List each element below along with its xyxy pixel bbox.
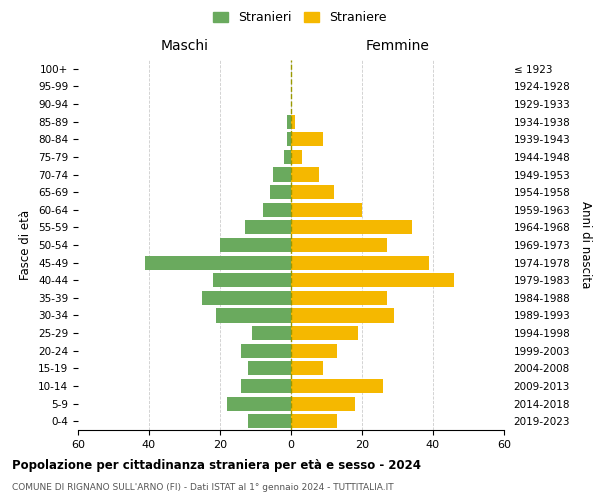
Bar [291,308,394,322]
Text: Maschi: Maschi [161,39,209,53]
Bar [291,326,358,340]
Bar [202,291,291,305]
Bar [284,150,291,164]
Bar [291,114,295,128]
Bar [227,396,291,410]
Bar [287,132,291,146]
Bar [291,344,337,358]
Bar [245,220,291,234]
Bar [291,168,319,181]
Bar [291,238,387,252]
Bar [273,168,291,181]
Bar [291,185,334,199]
Text: Popolazione per cittadinanza straniera per età e sesso - 2024: Popolazione per cittadinanza straniera p… [12,460,421,472]
Bar [213,273,291,287]
Bar [217,308,291,322]
Bar [291,396,355,410]
Bar [248,362,291,376]
Legend: Stranieri, Straniere: Stranieri, Straniere [208,6,392,29]
Y-axis label: Anni di nascita: Anni di nascita [579,202,592,288]
Bar [220,238,291,252]
Bar [291,150,302,164]
Bar [270,185,291,199]
Bar [291,414,337,428]
Bar [291,379,383,393]
Bar [287,114,291,128]
Bar [241,379,291,393]
Y-axis label: Fasce di età: Fasce di età [19,210,32,280]
Bar [252,326,291,340]
Bar [241,344,291,358]
Bar [291,132,323,146]
Bar [248,414,291,428]
Bar [145,256,291,270]
Text: Femmine: Femmine [365,39,430,53]
Bar [263,202,291,217]
Bar [291,202,362,217]
Bar [291,220,412,234]
Bar [291,273,454,287]
Bar [291,256,430,270]
Text: COMUNE DI RIGNANO SULL'ARNO (FI) - Dati ISTAT al 1° gennaio 2024 - TUTTITALIA.IT: COMUNE DI RIGNANO SULL'ARNO (FI) - Dati … [12,484,394,492]
Bar [291,362,323,376]
Bar [291,291,387,305]
